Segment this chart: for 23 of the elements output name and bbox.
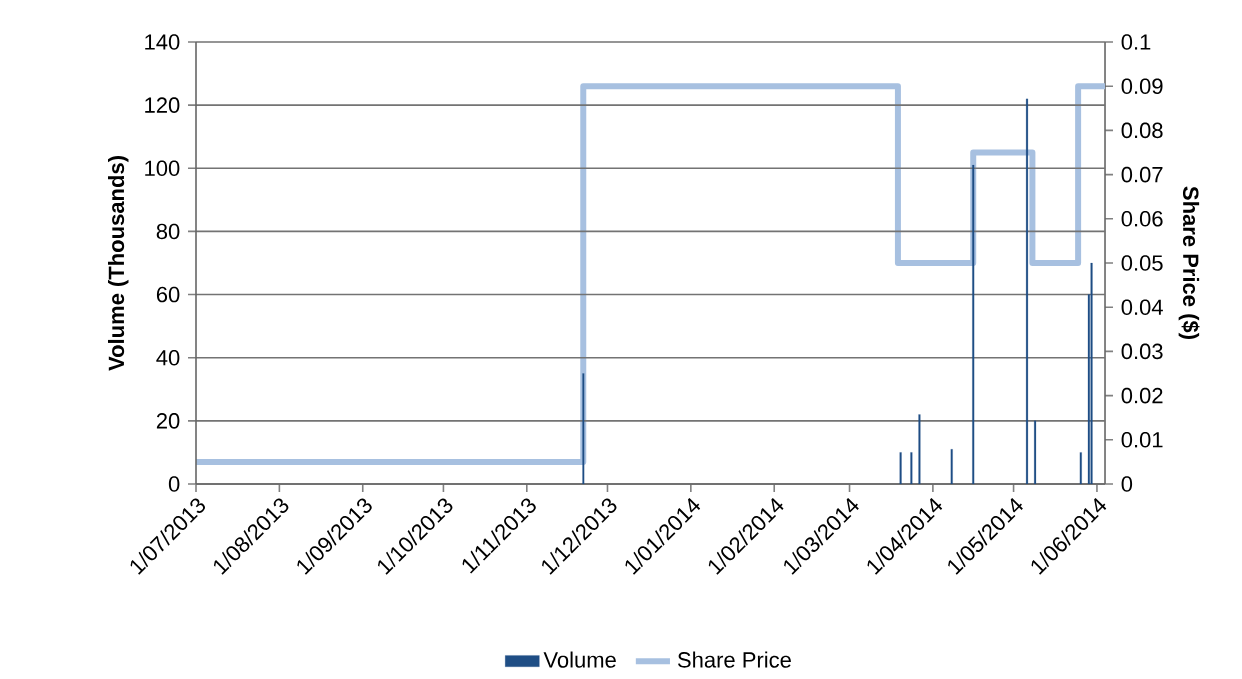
y2-tick-label: 0.03 bbox=[1121, 343, 1163, 360]
y-tick-label: 140 bbox=[145, 34, 180, 50]
y2-tick-label: 0.02 bbox=[1121, 387, 1163, 404]
y2-tick-label: 0.04 bbox=[1121, 299, 1163, 316]
y-axis-title: Volume (Thousands) bbox=[108, 156, 129, 371]
y-tick-label: 0 bbox=[168, 476, 180, 492]
y2-tick-label: 0.08 bbox=[1121, 122, 1163, 139]
y-tick-label: 100 bbox=[145, 160, 180, 177]
y2-axis-title: Share Price ($) bbox=[1178, 186, 1200, 340]
y-tick-label: 80 bbox=[156, 223, 180, 240]
y2-tick-label: 0 bbox=[1121, 476, 1133, 492]
y2-tick-label: 0.07 bbox=[1121, 166, 1163, 183]
legend-label: Volume bbox=[543, 651, 616, 668]
y2-tick-label: 0.09 bbox=[1121, 78, 1163, 95]
legend-label: Share Price bbox=[677, 651, 791, 668]
y-tick-label: 20 bbox=[156, 413, 180, 429]
y2-tick-label: 0.01 bbox=[1121, 432, 1163, 448]
y2-tick-label: 0.1 bbox=[1121, 34, 1151, 50]
y-tick-label: 120 bbox=[145, 97, 180, 114]
y-tick-label: 40 bbox=[156, 350, 180, 366]
y-tick-label: 60 bbox=[156, 286, 180, 303]
y2-tick-label: 0.06 bbox=[1121, 211, 1163, 227]
y2-tick-label: 0.05 bbox=[1121, 255, 1163, 271]
